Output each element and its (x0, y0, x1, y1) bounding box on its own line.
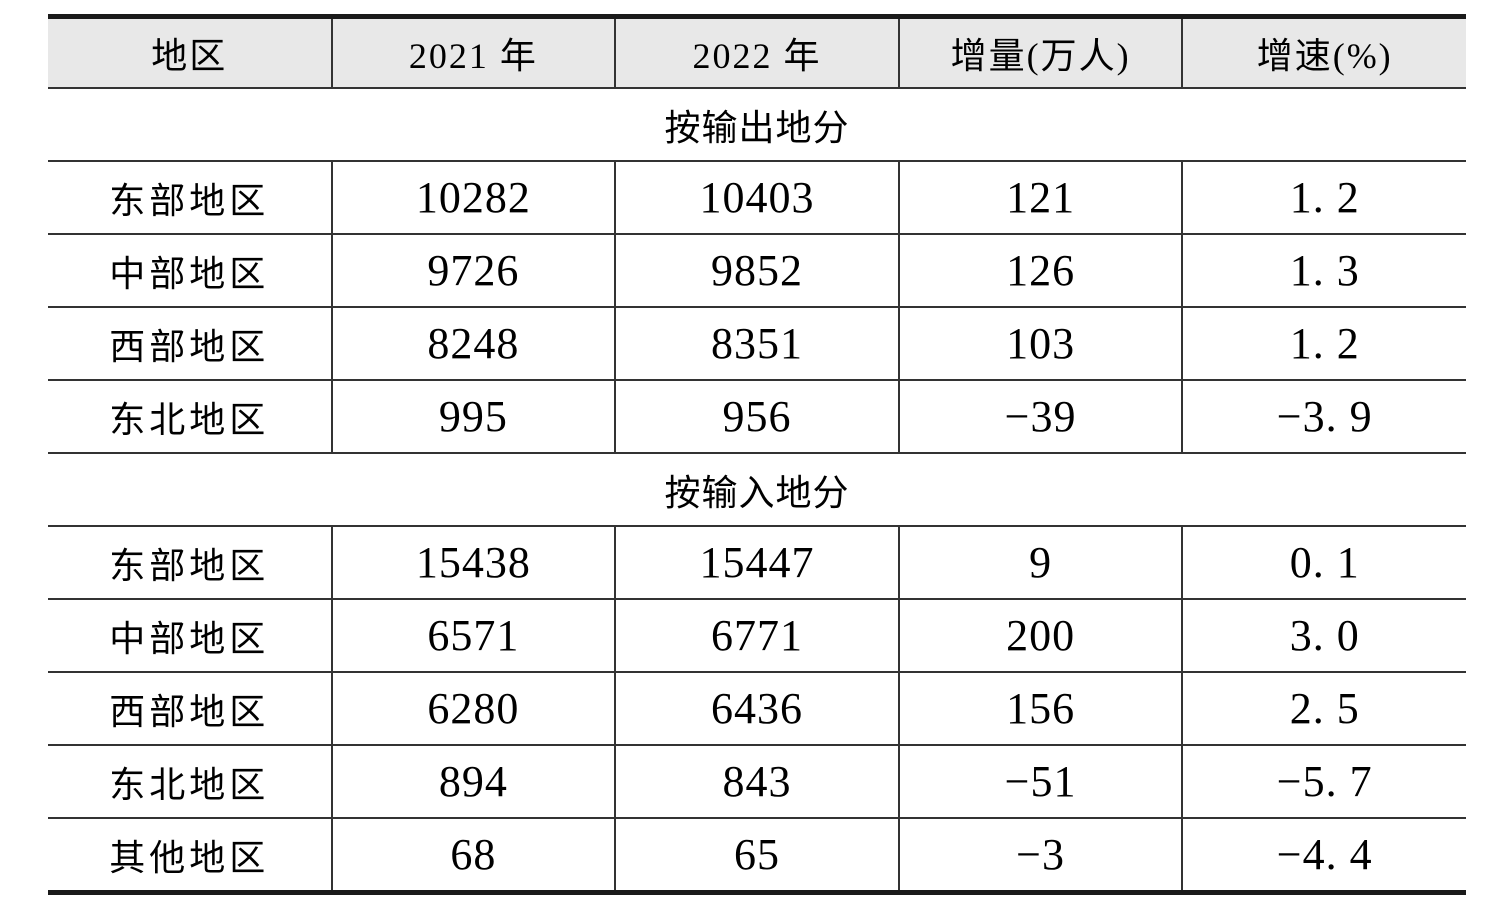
value-cell: 10282 (330, 160, 616, 234)
value-cell: 6571 (330, 598, 616, 672)
value-cell: 6436 (614, 671, 899, 745)
migrant-workers-regional-table: 地区 2021 年 2022 年增量(万人) 增速(%) 按输出地分 东部地区 10282… (48, 14, 1466, 895)
value-cell: 9 (897, 525, 1183, 599)
region-cell: 中部地区 (48, 233, 332, 307)
value-cell: −51 (897, 744, 1183, 818)
column-header-4: 增速(%) (1181, 16, 1466, 89)
region-cell: 西部地区 (48, 306, 332, 380)
table-header: 地区 2021 年 2022 年增量(万人) 增速(%) (48, 16, 1466, 89)
value-cell: 1. 2 (1181, 160, 1466, 234)
table-row: 东北地区 995 956 −39 −3. 9 (48, 379, 1466, 453)
region-cell: 西部地区 (48, 671, 332, 745)
value-cell: 10403 (614, 160, 899, 234)
table-row: 东北地区 894 843 −51 −5. 7 (48, 744, 1466, 818)
table-row: 西部地区 6280 6436 156 2. 5 (48, 671, 1466, 745)
value-cell: −3 (897, 817, 1183, 893)
section-row: 按输入地分 (48, 452, 1466, 526)
table-row: 东部地区 10282 10403 121 1. 2 (48, 160, 1466, 234)
value-cell: −39 (897, 379, 1183, 453)
region-cell: 东北地区 (48, 379, 332, 453)
value-cell: 956 (614, 379, 899, 453)
value-cell: 1. 3 (1181, 233, 1466, 307)
header-row: 地区 2021 年 2022 年增量(万人) 增速(%) (48, 16, 1466, 89)
value-cell: 156 (897, 671, 1183, 745)
value-cell: 3. 0 (1181, 598, 1466, 672)
value-cell: −3. 9 (1181, 379, 1466, 453)
value-cell: 8351 (614, 306, 899, 380)
value-cell: 9852 (614, 233, 899, 307)
table-row: 西部地区 8248 8351 103 1. 2 (48, 306, 1466, 380)
value-cell: 0. 1 (1181, 525, 1466, 599)
column-header-2: 2022 年 (614, 16, 899, 89)
value-cell: 65 (614, 817, 899, 893)
value-cell: 126 (897, 233, 1183, 307)
value-cell: 8248 (330, 306, 616, 380)
value-cell: 200 (897, 598, 1183, 672)
column-header-3: 增量(万人) (897, 16, 1183, 89)
value-cell: 843 (614, 744, 899, 818)
value-cell: 1. 2 (1181, 306, 1466, 380)
value-cell: 121 (897, 160, 1183, 234)
value-cell: 6771 (614, 598, 899, 672)
table-row: 中部地区 9726 9852 126 1. 3 (48, 233, 1466, 307)
value-cell: 68 (330, 817, 616, 893)
value-cell: 2. 5 (1181, 671, 1466, 745)
column-header-1: 2021 年 (330, 16, 616, 89)
section-row: 按输出地分 (48, 87, 1466, 161)
value-cell: −5. 7 (1181, 744, 1466, 818)
section-title: 按输入地分 (48, 452, 1466, 526)
value-cell: 995 (330, 379, 616, 453)
value-cell: 9726 (330, 233, 616, 307)
table-body: 按输出地分 东部地区 10282 10403 121 1. 2 中部地区 9726 9852 12… (48, 87, 1466, 893)
value-cell: −4. 4 (1181, 817, 1466, 893)
region-cell: 东北地区 (48, 744, 332, 818)
value-cell: 15438 (330, 525, 616, 599)
value-cell: 6280 (330, 671, 616, 745)
region-cell: 中部地区 (48, 598, 332, 672)
table-row: 其他地区 68 65 −3 −4. 4 (48, 817, 1466, 893)
value-cell: 894 (330, 744, 616, 818)
region-cell: 东部地区 (48, 525, 332, 599)
value-cell: 15447 (614, 525, 899, 599)
column-header-0: 地区 (48, 16, 332, 89)
value-cell: 103 (897, 306, 1183, 380)
section-title: 按输出地分 (48, 87, 1466, 161)
table-row: 东部地区 15438 15447 9 0. 1 (48, 525, 1466, 599)
region-cell: 其他地区 (48, 817, 332, 893)
region-cell: 东部地区 (48, 160, 332, 234)
table-row: 中部地区 6571 6771 200 3. 0 (48, 598, 1466, 672)
